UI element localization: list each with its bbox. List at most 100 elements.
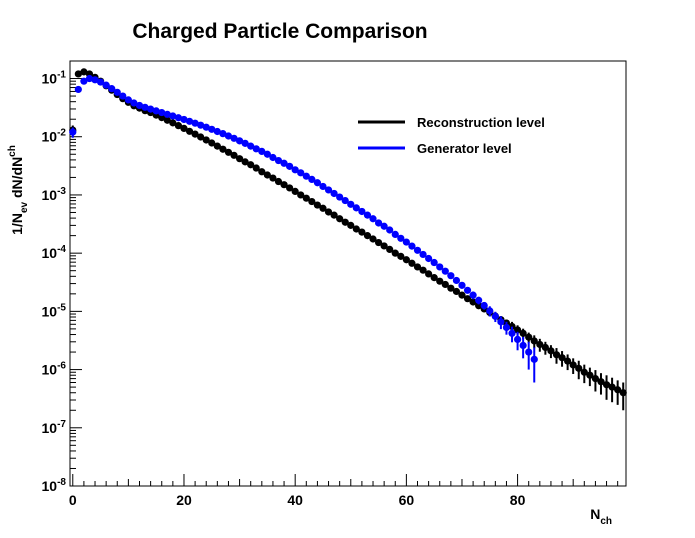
data-point — [458, 291, 466, 299]
data-point — [197, 121, 205, 129]
series-generator — [69, 74, 538, 383]
data-point — [614, 386, 622, 394]
data-point — [391, 230, 399, 238]
data-point — [74, 70, 82, 78]
data-point — [530, 355, 538, 363]
y-tick-label-exponent: -5 — [57, 302, 66, 313]
y-tick-label: 10-4 — [42, 244, 67, 261]
data-point — [324, 208, 333, 216]
data-point — [219, 130, 227, 138]
y-tick-label: 10-3 — [42, 186, 67, 203]
data-point — [330, 211, 338, 219]
data-point — [102, 81, 110, 89]
data-point — [180, 124, 188, 133]
data-point — [208, 125, 216, 133]
data-point — [508, 329, 516, 337]
data-point — [174, 114, 183, 122]
data-point — [280, 181, 288, 189]
data-point — [380, 222, 388, 230]
data-point — [402, 256, 410, 264]
data-point — [197, 133, 205, 141]
data-point — [569, 361, 577, 369]
y-tick-label: 10-1 — [42, 70, 67, 87]
data-point — [463, 286, 472, 294]
y-tick-label-base: 10 — [42, 478, 58, 494]
data-point — [224, 132, 233, 140]
data-point — [558, 354, 566, 362]
data-point — [319, 204, 327, 212]
data-point — [397, 234, 405, 242]
data-point — [330, 189, 338, 198]
data-point — [486, 307, 494, 315]
data-point — [80, 77, 88, 85]
data-point — [247, 161, 255, 169]
data-point — [413, 246, 422, 254]
data-point — [530, 337, 538, 345]
data-point — [313, 179, 322, 187]
legend-label-generator: Generator level — [417, 141, 512, 156]
data-point — [69, 128, 77, 136]
data-point — [235, 137, 244, 145]
data-point — [202, 136, 210, 144]
data-point — [202, 123, 210, 131]
data-point — [291, 187, 299, 196]
x-tick-labels: 0 20 40 60 80 — [69, 492, 526, 508]
chart-title: Charged Particle Comparison — [132, 20, 427, 43]
data-point — [163, 110, 171, 118]
data-point — [269, 153, 277, 162]
x-axis-label-sub: ch — [600, 516, 612, 527]
x-tick-label: 40 — [287, 492, 303, 508]
data-point — [441, 280, 449, 289]
data-point — [319, 182, 327, 191]
data-point — [341, 196, 349, 205]
data-point — [191, 130, 199, 138]
data-point — [91, 76, 99, 84]
data-point — [135, 101, 144, 110]
data-point — [386, 226, 394, 234]
data-point — [497, 318, 505, 326]
y-tick-label-exponent: -1 — [57, 70, 66, 81]
y-tick-label: 10-7 — [42, 419, 67, 436]
data-point — [397, 252, 405, 260]
data-point — [402, 238, 410, 246]
y-tick-label-base: 10 — [42, 187, 58, 203]
y-axis-label-sub1: ev — [19, 201, 30, 213]
data-point — [480, 301, 488, 310]
y-tick-label-base: 10 — [42, 129, 58, 145]
data-point — [519, 329, 527, 337]
data-point — [247, 142, 255, 150]
data-point — [413, 263, 422, 271]
data-point — [430, 274, 438, 282]
data-point — [425, 270, 433, 278]
data-point — [119, 92, 127, 100]
data-point — [213, 127, 221, 136]
legend: Reconstruction level Generator level — [358, 115, 545, 156]
data-point — [297, 191, 305, 199]
data-point — [419, 250, 427, 259]
data-point — [286, 162, 294, 170]
data-point — [358, 228, 366, 236]
data-point — [274, 177, 283, 186]
data-point — [169, 119, 177, 127]
legend-label-reconstruction: Reconstruction level — [417, 115, 545, 130]
data-point — [219, 145, 227, 153]
data-point — [475, 302, 483, 310]
y-tick-label-base: 10 — [42, 420, 58, 436]
data-point — [408, 259, 416, 267]
data-point — [469, 298, 477, 306]
data-point — [586, 371, 594, 379]
data-point — [352, 204, 360, 212]
data-point — [241, 139, 249, 147]
data-point — [374, 219, 383, 227]
data-point — [452, 287, 461, 296]
data-point — [380, 242, 388, 250]
data-point — [452, 276, 461, 285]
data-point — [230, 134, 238, 142]
data-point — [513, 326, 522, 334]
axes — [69, 60, 627, 487]
y-tick-label-base: 10 — [42, 303, 58, 319]
data-point — [491, 312, 499, 320]
data-point — [291, 166, 299, 174]
data-point — [313, 201, 322, 209]
data-point — [547, 347, 555, 355]
